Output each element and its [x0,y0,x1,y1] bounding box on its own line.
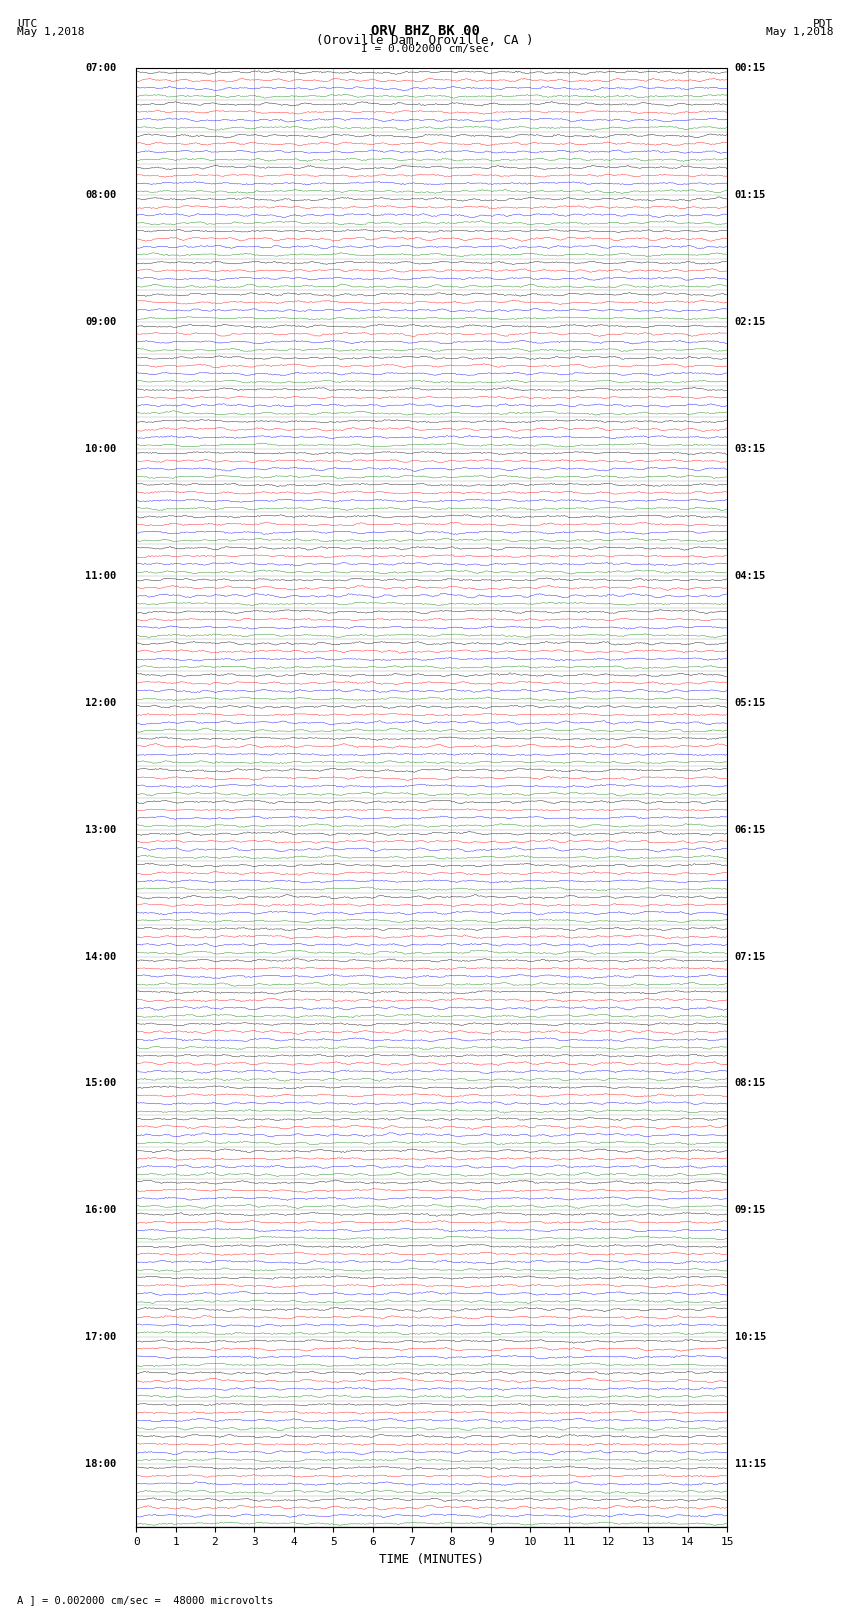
Text: (Oroville Dam, Oroville, CA ): (Oroville Dam, Oroville, CA ) [316,34,534,47]
Text: 08:00: 08:00 [85,190,116,200]
Text: 09:00: 09:00 [85,318,116,327]
Text: 11:15: 11:15 [735,1460,766,1469]
Text: I = 0.002000 cm/sec: I = 0.002000 cm/sec [361,44,489,53]
Text: 02:15: 02:15 [735,318,766,327]
Text: A ] = 0.002000 cm/sec =  48000 microvolts: A ] = 0.002000 cm/sec = 48000 microvolts [17,1595,273,1605]
Text: May 1,2018: May 1,2018 [766,27,833,37]
Text: 07:00: 07:00 [85,63,116,73]
Text: 15:00: 15:00 [85,1079,116,1089]
Text: ORV BHZ BK 00: ORV BHZ BK 00 [371,24,479,39]
Text: 08:15: 08:15 [735,1079,766,1089]
Text: May 1,2018: May 1,2018 [17,27,84,37]
Text: 13:00: 13:00 [85,824,116,834]
Text: 04:15: 04:15 [735,571,766,581]
Text: 00:15: 00:15 [735,63,766,73]
X-axis label: TIME (MINUTES): TIME (MINUTES) [379,1553,484,1566]
Text: 09:15: 09:15 [735,1205,766,1215]
Text: 16:00: 16:00 [85,1205,116,1215]
Text: 12:00: 12:00 [85,698,116,708]
Text: 05:15: 05:15 [735,698,766,708]
Text: 07:15: 07:15 [735,952,766,961]
Text: 11:00: 11:00 [85,571,116,581]
Text: 06:15: 06:15 [735,824,766,834]
Text: 10:15: 10:15 [735,1332,766,1342]
Text: 10:00: 10:00 [85,444,116,453]
Text: PDT: PDT [813,19,833,29]
Text: 18:00: 18:00 [85,1460,116,1469]
Text: UTC: UTC [17,19,37,29]
Text: 01:15: 01:15 [735,190,766,200]
Text: 14:00: 14:00 [85,952,116,961]
Text: 17:00: 17:00 [85,1332,116,1342]
Text: 03:15: 03:15 [735,444,766,453]
